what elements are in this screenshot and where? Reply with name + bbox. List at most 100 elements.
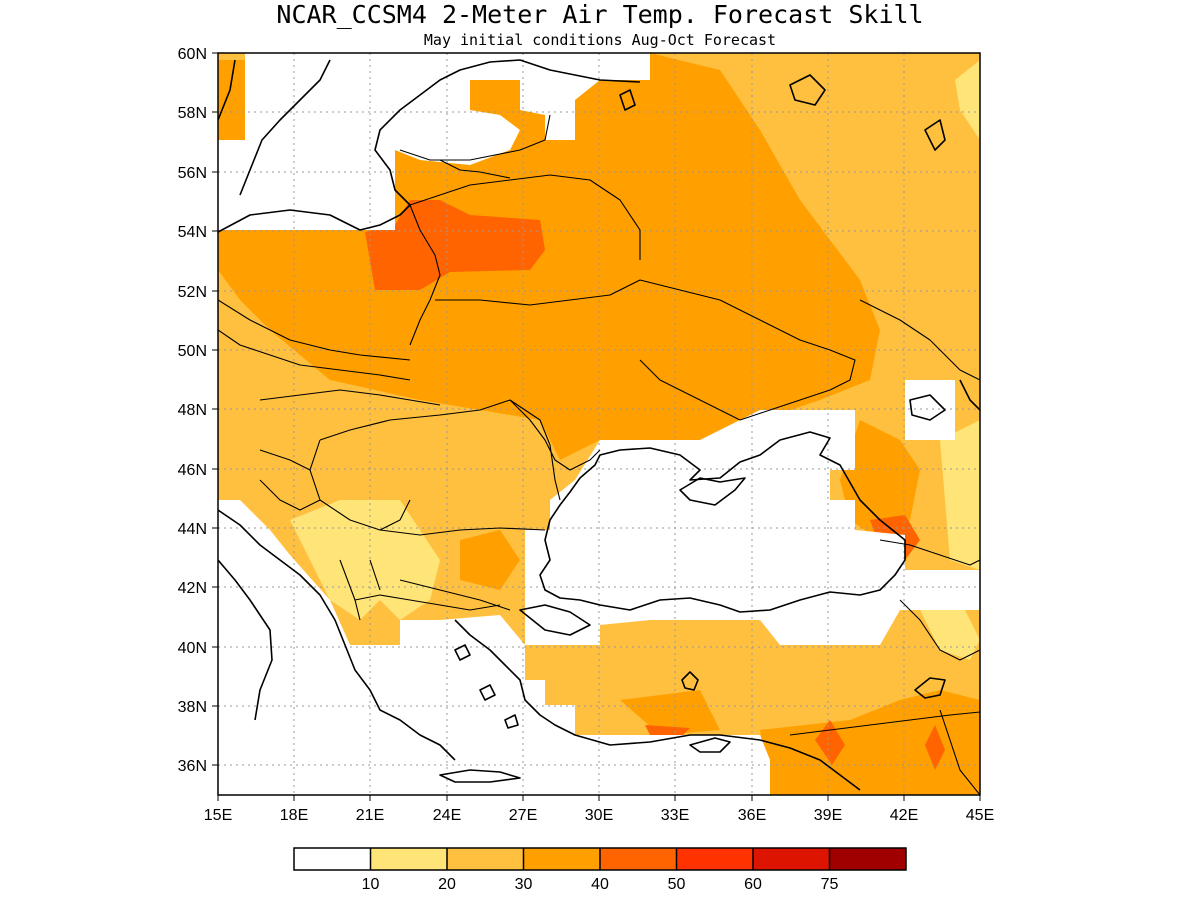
- colorbar-label: 20: [438, 876, 456, 893]
- shade-30-40-east: [840, 420, 920, 540]
- aegean-island-c: [504, 714, 519, 729]
- lon-label: 15E: [204, 807, 232, 824]
- colorbar-label: 75: [821, 876, 839, 893]
- lat-label: 48N: [178, 402, 207, 419]
- lat-label: 54N: [178, 224, 207, 241]
- lat-label: 44N: [178, 521, 207, 538]
- shade-30-40-main: [218, 53, 880, 460]
- mask-gulf-finland: [470, 53, 650, 140]
- colorbar-swatch: [676, 848, 753, 870]
- lon-label: 24E: [433, 807, 461, 824]
- aegean-island-b: [479, 684, 496, 701]
- shade-40-50-belarus: [365, 200, 545, 290]
- colorbar-label: 40: [591, 876, 609, 893]
- lon-label: 18E: [280, 807, 308, 824]
- shade-30-40-anatolia: [620, 690, 720, 735]
- lon-label: 42E: [890, 807, 918, 824]
- lat-label: 52N: [178, 284, 207, 301]
- colorbar-swatch: [370, 848, 447, 870]
- turkey-syria-border: [789, 711, 980, 736]
- lon-label: 30E: [585, 807, 613, 824]
- baltic-coast: [218, 59, 641, 233]
- crimea-coast: [679, 477, 746, 506]
- ukraine-russia-border: [719, 299, 856, 421]
- colorbar-swatch: [523, 848, 600, 870]
- greece-north-border: [354, 594, 501, 611]
- lat-label: 38N: [178, 699, 207, 716]
- black-sea-coast: [539, 431, 906, 613]
- shade-30-40-south: [760, 690, 980, 795]
- axis-ticks: [212, 52, 981, 801]
- country-borders: [218, 114, 980, 795]
- lat-axis-labels: 60N 58N 56N 54N 52N 50N 48N 46N 44N 42N …: [178, 46, 207, 775]
- lithuania-latvia-border: [439, 159, 511, 179]
- lon-label: 27E: [509, 807, 537, 824]
- lat-label: 46N: [178, 462, 207, 479]
- shade-10-20-ne: [955, 60, 980, 140]
- colorbar-swatch: [294, 848, 371, 870]
- croatia-bosnia-border: [259, 449, 321, 511]
- lake-peipus: [619, 89, 636, 111]
- rybinsk-reservoir: [924, 119, 946, 151]
- caucasus-border: [879, 539, 980, 566]
- coastlines: [218, 59, 980, 791]
- italy-coast: [218, 559, 273, 721]
- baltic-states-border: [399, 114, 551, 161]
- shade-40-50-turkey-c: [645, 725, 690, 738]
- lon-axis-labels: 15E 18E 21E 24E 27E 30E 33E 36E 39E 42E …: [204, 807, 994, 824]
- hungary-north-border: [259, 389, 441, 406]
- crete-coast: [439, 769, 521, 783]
- belarus-north-border: [409, 174, 641, 260]
- aegean-coast: [454, 619, 761, 746]
- colorbar: 10 20 30 40 50 60 75: [293, 847, 907, 893]
- russia-kazakhstan-border: [859, 299, 980, 381]
- colorbar-swatch: [753, 848, 830, 870]
- gulf-of-bothnia-coast: [239, 59, 331, 196]
- shade-30-40-nw: [218, 60, 245, 140]
- mask-sea-of-azov: [905, 380, 955, 440]
- lat-label: 56N: [178, 165, 207, 182]
- albania-macedonia-border: [339, 559, 381, 621]
- colorbar-swatch: [829, 848, 906, 870]
- turkey-east-border: [899, 599, 980, 661]
- lon-label: 36E: [738, 807, 766, 824]
- adriatic-coast: [218, 509, 456, 761]
- lat-label: 40N: [178, 640, 207, 657]
- lat-label: 60N: [178, 46, 207, 63]
- colorbar-swatch: [600, 848, 677, 870]
- shade-40-50-turkey-b: [925, 725, 945, 770]
- caspian-coast: [959, 379, 980, 411]
- czech-slovak-border: [218, 329, 411, 381]
- lon-label: 39E: [814, 807, 842, 824]
- azov-coast: [909, 394, 946, 421]
- lat-label: 50N: [178, 343, 207, 360]
- map-title: NCAR_CCSM4 2-Meter Air Temp. Forecast Sk…: [276, 0, 923, 29]
- iraq-border: [939, 709, 980, 795]
- dnieper-river: [639, 359, 741, 421]
- bulgaria-border: [379, 527, 546, 611]
- lon-label: 21E: [356, 807, 384, 824]
- colorbar-label: 10: [362, 876, 380, 893]
- colorbar-swatch: [447, 848, 524, 870]
- lat-label: 36N: [178, 758, 207, 775]
- lon-label: 33E: [661, 807, 689, 824]
- shade-30-40-pocket: [460, 530, 520, 590]
- shade-10-20-balkans: [290, 500, 440, 620]
- poland-west-border: [218, 299, 411, 361]
- anatolia-south-coast: [759, 739, 861, 791]
- romania-border: [319, 399, 561, 501]
- lat-label: 58N: [178, 105, 207, 122]
- marmara-coast: [519, 604, 591, 636]
- lake-onega: [789, 74, 826, 106]
- lake-tuz: [681, 671, 699, 691]
- colorbar-label: 60: [744, 876, 762, 893]
- colorbar-label: 30: [515, 876, 533, 893]
- lat-label: 42N: [178, 580, 207, 597]
- aegean-island-a: [454, 644, 471, 661]
- poland-belarus-border: [409, 204, 441, 346]
- belarus-ukraine-border: [435, 279, 721, 306]
- lake-van: [914, 677, 946, 699]
- map-subtitle: May initial conditions Aug-Oct Forecast: [424, 31, 776, 49]
- shade-10-20-east: [940, 420, 980, 570]
